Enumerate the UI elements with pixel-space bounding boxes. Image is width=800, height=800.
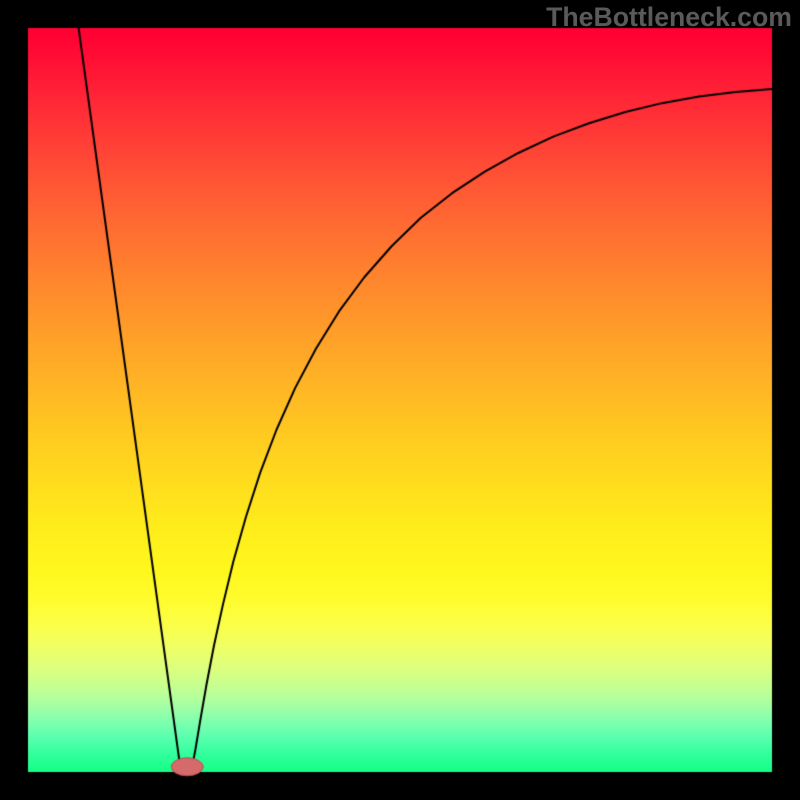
chart-canvas <box>0 0 800 800</box>
watermark-text: TheBottleneck.com <box>546 2 792 33</box>
chart-canvas-wrap <box>0 0 800 800</box>
chart-frame: TheBottleneck.com <box>0 0 800 800</box>
